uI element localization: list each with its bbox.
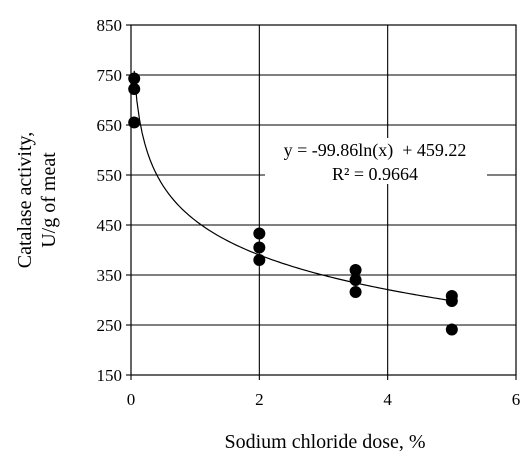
y-tick-label: 750 (97, 66, 123, 85)
data-point (445, 295, 458, 307)
data-point (128, 83, 141, 95)
y-tick-label: 650 (97, 116, 123, 135)
data-point (349, 274, 362, 286)
trendline-equation: y = -99.86ln(x) + 459.22 (284, 140, 467, 161)
y-axis-label-line-2: U/g of meat (38, 152, 60, 248)
data-points (128, 72, 458, 336)
x-axis-label: Sodium chloride dose, % (224, 431, 425, 453)
x-tick-label: 6 (512, 390, 521, 409)
x-tick-label: 2 (255, 390, 264, 409)
x-tick-labels: 0 2 4 6 (127, 375, 521, 409)
data-point (128, 72, 141, 85)
data-point (253, 241, 266, 254)
y-axis-label-line-1: Catalase activity, (14, 132, 36, 268)
y-tick-label: 150 (97, 366, 123, 385)
data-point (253, 254, 266, 266)
y-tick-labels: 150 250 350 450 550 650 750 850 (97, 16, 131, 385)
x-tick-label: 4 (383, 390, 392, 409)
plot-area-frame (130, 24, 517, 376)
y-tick-label: 250 (97, 316, 123, 335)
x-tick-label: 0 (127, 390, 136, 409)
y-tick-label: 850 (97, 16, 123, 35)
y-tick-label: 350 (97, 266, 123, 285)
trendline (133, 70, 452, 302)
data-point (128, 116, 141, 129)
data-point (349, 264, 362, 276)
y-tick-label: 550 (97, 166, 123, 185)
trendline-r-squared: R² = 0.9664 (332, 164, 418, 184)
data-point (253, 227, 266, 240)
grid-lines (131, 25, 516, 375)
data-point (445, 323, 458, 336)
data-point (349, 286, 362, 298)
y-tick-label: 450 (97, 216, 123, 235)
equation-background (265, 138, 487, 184)
